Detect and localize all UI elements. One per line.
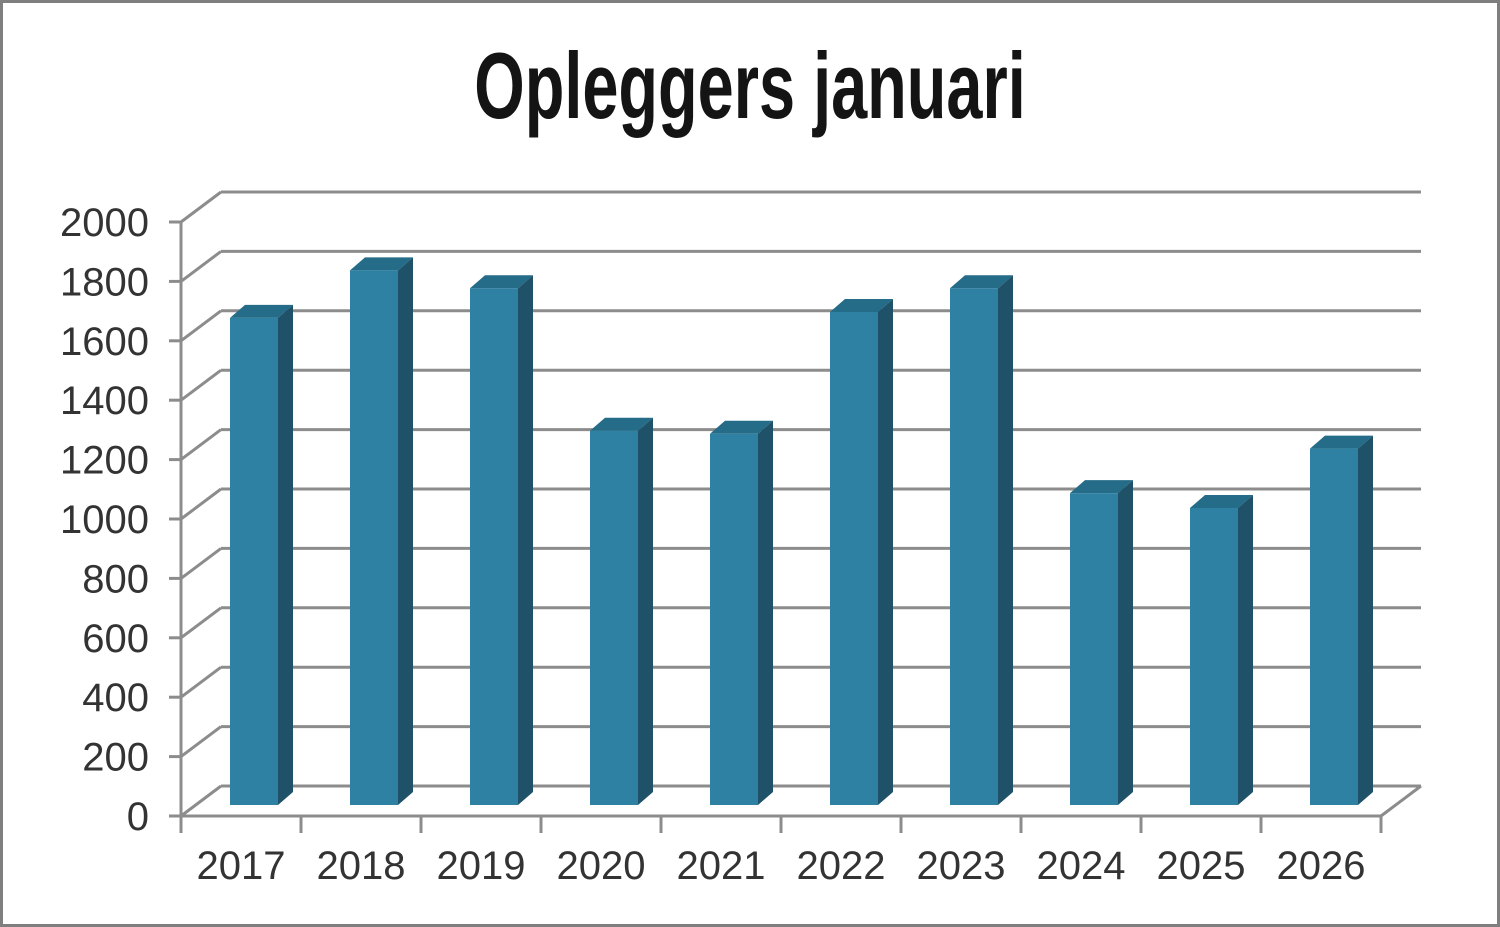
bar-2024 xyxy=(1070,480,1133,805)
y-axis-label: 1600 xyxy=(60,320,149,364)
bar-top-face xyxy=(1070,480,1133,494)
bar-front-face xyxy=(470,288,518,806)
bar-top-face xyxy=(710,420,773,434)
bar-2026 xyxy=(1310,435,1373,805)
bar-front-face xyxy=(1310,448,1358,805)
wall-gridline xyxy=(180,547,222,580)
y-axis-label: 800 xyxy=(82,557,149,601)
bar-top-face xyxy=(590,417,653,431)
bar-chart-3d: 0 200 400 600 800 1000 1200 1400 1600 1800 2000 201… xyxy=(60,190,1422,888)
bar-side-face xyxy=(1358,435,1373,805)
bar-side-face xyxy=(518,275,533,806)
y-axis-label: 2000 xyxy=(60,201,149,245)
bar-front-face xyxy=(1070,493,1118,805)
bar-side-face xyxy=(1238,495,1253,805)
bar-side-face xyxy=(398,257,413,805)
bar-top-face xyxy=(230,304,293,318)
wall-gridline xyxy=(180,250,222,283)
bar-2021 xyxy=(710,420,773,805)
bar-top-face xyxy=(950,275,1013,289)
wall-gridline xyxy=(180,190,222,224)
bar-front-face xyxy=(950,288,998,806)
bar-top-face xyxy=(1310,435,1373,449)
bar-2020 xyxy=(590,417,653,805)
wall-gridline xyxy=(180,309,222,342)
x-axis-label: 2023 xyxy=(917,844,1006,888)
wall-gridline xyxy=(180,487,222,521)
bar-2022 xyxy=(830,298,893,805)
axes xyxy=(176,222,1422,833)
bar-front-face xyxy=(350,270,398,805)
bar-side-face xyxy=(878,298,893,805)
bar-side-face xyxy=(1118,480,1133,805)
x-axis-label: 2025 xyxy=(1157,844,1246,888)
bar-2025 xyxy=(1190,495,1253,805)
bar-side-face xyxy=(278,304,293,805)
bar-front-face xyxy=(830,311,878,805)
bar-2018 xyxy=(350,257,413,805)
bars xyxy=(230,257,1373,806)
gridlines xyxy=(169,190,1421,818)
wall-gridline xyxy=(180,428,222,461)
bar-top-face xyxy=(350,257,413,271)
x-axis-labels: 2017 2018 2019 2020 2021 2022 2023 2024 2025 2026 xyxy=(197,844,1366,888)
chart-title: Opleggers januari xyxy=(474,33,1026,138)
x-axis-label: 2017 xyxy=(197,844,286,888)
x-axis-label: 2024 xyxy=(1037,844,1126,888)
floor-corner-line xyxy=(1380,784,1422,818)
bar-top-face xyxy=(1190,495,1253,508)
y-axis-label: 600 xyxy=(82,617,149,661)
bar-top-face xyxy=(830,298,893,312)
y-axis-labels: 0 200 400 600 800 1000 1200 1400 1600 1800 2000 xyxy=(60,201,149,839)
x-axis-label: 2026 xyxy=(1277,844,1366,888)
x-axis-label: 2020 xyxy=(557,844,646,888)
wall-gridline xyxy=(180,666,222,699)
wall-gridline xyxy=(180,725,222,758)
bar-2019 xyxy=(470,275,533,806)
bar-side-face xyxy=(998,275,1013,806)
x-axis-label: 2019 xyxy=(437,844,526,888)
bar-front-face xyxy=(230,317,278,805)
y-axis-label: 1000 xyxy=(60,498,149,542)
bar-front-face xyxy=(590,430,638,805)
x-axis-label: 2022 xyxy=(797,844,886,888)
y-axis-label: 1800 xyxy=(60,260,149,304)
wall-gridline xyxy=(180,784,222,818)
bar-top-face xyxy=(470,275,533,289)
bar-front-face xyxy=(1190,508,1238,805)
y-axis-label: 0 xyxy=(127,795,149,839)
bar-2023 xyxy=(950,275,1013,806)
y-axis-label: 1200 xyxy=(60,439,149,483)
x-axis-label: 2021 xyxy=(677,844,766,888)
wall-gridline xyxy=(180,369,222,402)
wall-gridline xyxy=(180,606,222,639)
y-axis-label: 1400 xyxy=(60,379,149,423)
y-axis-label: 400 xyxy=(82,676,149,720)
y-axis-label: 200 xyxy=(82,736,149,780)
bar-front-face xyxy=(710,433,758,805)
bar-2017 xyxy=(230,304,293,805)
x-axis-label: 2018 xyxy=(317,844,406,888)
bar-side-face xyxy=(638,417,653,805)
bar-side-face xyxy=(758,420,773,805)
